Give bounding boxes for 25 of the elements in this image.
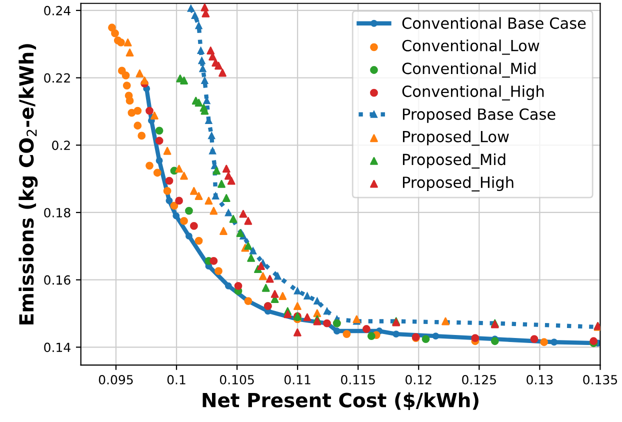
x-tick-label: 0.135 <box>583 374 618 384</box>
legend-label: Conventional_Mid <box>402 62 536 78</box>
x-axis-title: Net Present Cost ($/kWh) <box>202 392 478 410</box>
legend-label: Proposed_Mid <box>402 153 506 169</box>
y-tick-label: 0.14 <box>44 342 70 352</box>
y-axis-title: Emissions (kg CO$_{2}$-e/kWh) <box>18 44 38 324</box>
x-tick-label: 0.115 <box>341 374 375 384</box>
x-tick-label: 0.1 <box>167 374 186 384</box>
legend-label: Proposed Base Case <box>402 108 556 123</box>
legend-label: Conventional Base Case <box>402 17 586 29</box>
legend-label: Proposed_Low <box>402 130 509 146</box>
legend-label: Proposed_High <box>402 176 514 192</box>
x-tick-label: 0.125 <box>462 374 496 384</box>
x-tick-label: 0.095 <box>98 374 133 384</box>
x-tick-label: 0.13 <box>526 374 553 384</box>
legend-label: Conventional_Low <box>402 40 540 55</box>
x-tick-label: 0.105 <box>220 374 254 384</box>
y-tick-label: 0.18 <box>44 208 70 218</box>
x-tick-label: 0.12 <box>406 374 432 384</box>
legend-label: Conventional_High <box>402 85 544 100</box>
y-tick-label: 0.24 <box>44 6 70 16</box>
y-tick-label: 0.22 <box>44 73 70 83</box>
y-tick-label: 0.2 <box>52 140 70 150</box>
y-tick-label: 0.16 <box>44 275 70 285</box>
x-tick-label: 0.11 <box>284 374 310 384</box>
